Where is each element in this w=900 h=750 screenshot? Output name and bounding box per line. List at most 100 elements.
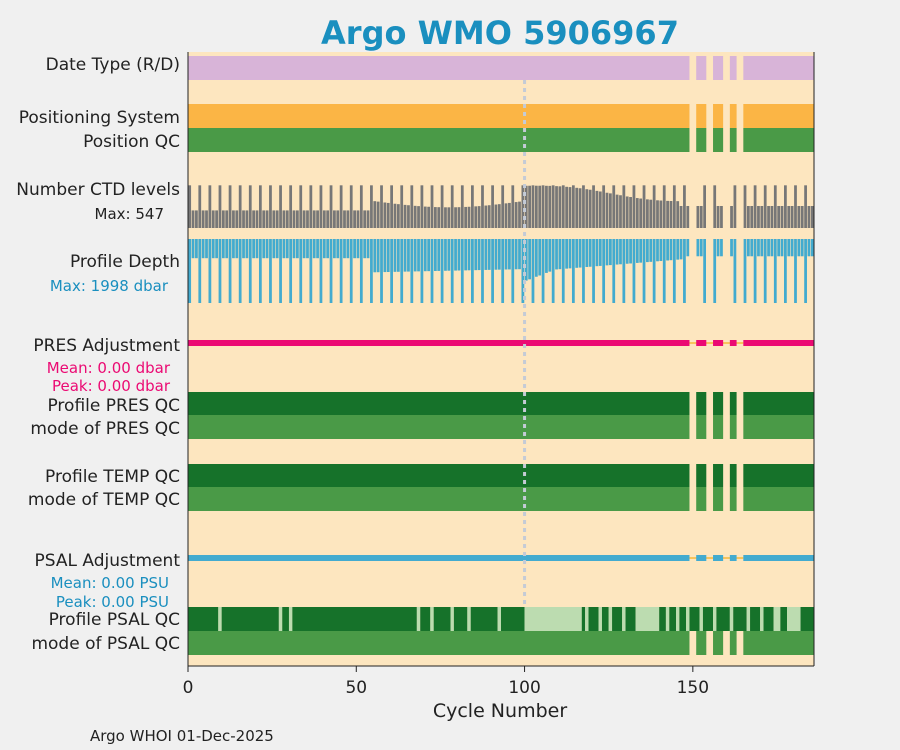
ctd-level-bar: [662, 185, 666, 228]
profile-psal-qc-segment: [612, 607, 623, 631]
ctd-level-bar: [370, 185, 373, 228]
plot-background: [188, 52, 814, 666]
profile-depth-bar: [548, 239, 552, 272]
ctd-level-bar: [265, 210, 269, 228]
profile-depth-bar: [333, 239, 336, 259]
profile-depth-bar: [262, 239, 266, 259]
profile-pres-qc-bar: [743, 392, 814, 415]
profile-depth-bar: [322, 239, 326, 259]
ctd-level-bar: [306, 210, 309, 228]
profile-depth-bar: [716, 239, 720, 257]
mode-psal-qc-bar: [713, 631, 724, 655]
profile-depth-bar: [191, 239, 195, 259]
positioning-system-bar: [696, 104, 707, 128]
profile-depth-bar: [306, 239, 309, 259]
profile-depth-bar: [248, 239, 252, 303]
profile-depth-bar: [615, 239, 619, 265]
profile-depth-bar: [646, 239, 649, 263]
profile-psal-qc-segment: [497, 607, 501, 631]
profile-psal-qc-segment: [470, 607, 498, 631]
profile-depth-bar: [430, 239, 434, 303]
ctd-level-bar: [545, 185, 548, 228]
profile-depth-bar: [565, 239, 569, 269]
profile-depth-bar: [625, 239, 629, 264]
profile-psal-qc-segment: [716, 607, 730, 631]
position-qc-bar: [729, 128, 737, 152]
date-type-bar: [713, 56, 724, 80]
profile-depth-bar: [571, 239, 575, 303]
ctd-level-bar: [646, 199, 649, 228]
ctd-level-bar: [676, 201, 680, 228]
profile-depth-bar: [524, 239, 528, 281]
ctd-level-bar: [433, 207, 437, 228]
profile-depth-bar: [800, 239, 804, 257]
profile-depth-bar: [410, 239, 414, 303]
profile-depth-bar: [312, 239, 316, 259]
profile-pres-qc-bar: [696, 392, 707, 415]
profile-depth-bar: [316, 239, 319, 259]
profile-depth-bar: [703, 239, 707, 303]
ctd-level-bar: [538, 185, 542, 228]
ctd-level-bar: [205, 210, 208, 228]
profile-psal-qc-segment: [676, 607, 680, 631]
ctd-level-bar: [407, 205, 410, 228]
ctd-level-bar: [810, 206, 814, 228]
ctd-level-bar: [592, 185, 595, 228]
ctd-level-bar: [716, 206, 720, 228]
ctd-level-bar: [437, 207, 441, 228]
profile-depth-bar: [487, 239, 491, 270]
psal-adjustment-line: [743, 555, 814, 561]
label-psal-adjustment: PSAL Adjustment: [35, 551, 181, 571]
ctd-level-bar: [454, 207, 457, 228]
profile-psal-qc-segment: [800, 607, 814, 631]
ctd-level-bar: [713, 185, 717, 228]
ctd-level-bar: [420, 185, 424, 228]
profile-psal-qc-segment: [218, 607, 222, 631]
profile-psal-qc-segment: [608, 607, 613, 631]
ctd-level-bar: [800, 206, 804, 228]
profile-depth-bar: [390, 239, 394, 303]
profile-depth-bar: [491, 239, 494, 303]
chart-title: Argo WMO 5906967: [321, 14, 679, 52]
ctd-level-bar: [430, 185, 434, 228]
profile-psal-qc-segment: [750, 607, 761, 631]
ctd-level-bar: [312, 210, 316, 228]
pres-adjustment-line: [188, 340, 690, 346]
ctd-level-bar: [343, 210, 346, 228]
profile-depth-bar: [635, 239, 639, 263]
profile-psal-qc-segment: [585, 607, 589, 631]
profile-depth-bar: [373, 239, 377, 273]
profile-psal-qc-segment: [699, 607, 703, 631]
positioning-system-bar: [743, 104, 814, 128]
profile-depth-bar: [608, 239, 612, 266]
profile-depth-bar: [245, 239, 249, 259]
ctd-level-bar: [339, 185, 343, 228]
ctd-level-bar: [386, 202, 390, 228]
profile-depth-bar: [437, 239, 441, 271]
profile-depth-bar: [258, 239, 262, 303]
ctd-level-bar: [578, 188, 582, 228]
profile-psal-qc-segment: [763, 607, 774, 631]
profile-depth-bar: [272, 239, 276, 259]
profile-psal-qc-segment: [773, 607, 781, 631]
ctd-level-bar: [683, 185, 686, 228]
ctd-level-bar: [753, 185, 757, 228]
profile-depth-bar: [642, 239, 646, 303]
ctd-level-bar: [629, 197, 632, 228]
label-pres-mean: Mean: 0.00 dbar: [47, 359, 171, 377]
mode-psal-qc-bar: [743, 631, 814, 655]
date-type-bar: [729, 56, 737, 80]
ctd-level-bar: [639, 198, 643, 228]
profile-psal-qc-segment: [665, 607, 670, 631]
profile-depth-bar: [807, 239, 811, 257]
ctd-level-bar: [608, 193, 612, 228]
profile-depth-bar: [534, 239, 538, 277]
ctd-level-bar: [346, 210, 350, 228]
mode-pres-qc-bar: [713, 415, 724, 439]
ctd-level-bar: [309, 185, 313, 228]
ctd-level-bar: [336, 210, 340, 228]
ctd-level-bar: [649, 199, 653, 228]
mode-psal-qc-bar: [188, 631, 690, 655]
